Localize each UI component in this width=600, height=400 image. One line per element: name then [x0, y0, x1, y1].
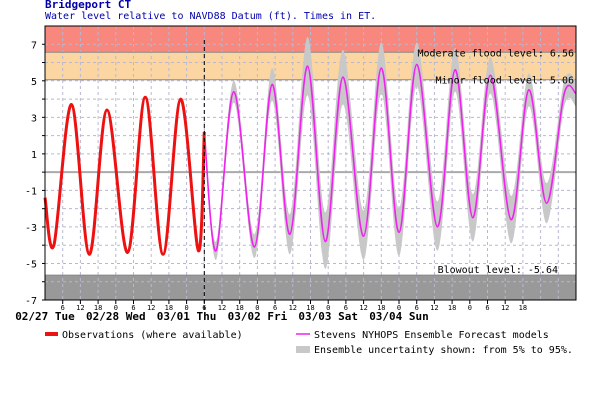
x-hour-label: 18 — [235, 304, 243, 312]
x-hour-label: 0 — [397, 304, 401, 312]
x-hour-label: 12 — [218, 304, 226, 312]
x-hour-label: 12 — [76, 304, 84, 312]
day-label: 03/04 Sun — [369, 310, 429, 323]
day-label: 03/02 Fri — [228, 310, 288, 323]
y-tick-label: 7 — [31, 40, 37, 51]
x-hour-label: 6 — [344, 304, 348, 312]
moderate-flood-label: Moderate flood level: 6.56 — [417, 48, 574, 59]
day-label: 02/27 Tue — [15, 310, 75, 323]
x-hour-label: 18 — [306, 304, 314, 312]
x-hour-label: 12 — [289, 304, 297, 312]
x-hour-label: 0 — [114, 304, 118, 312]
x-hour-label: 18 — [519, 304, 527, 312]
x-hour-label: 6 — [485, 304, 489, 312]
x-hour-label: 0 — [255, 304, 259, 312]
observations-line — [43, 95, 206, 256]
x-hour-label: 6 — [131, 304, 135, 312]
x-hour-label: 18 — [94, 304, 102, 312]
y-tick-label: -7 — [25, 296, 37, 307]
blowout-label: Blowout level: -5.64 — [438, 265, 558, 276]
x-hour-label: 18 — [165, 304, 173, 312]
y-tick-label: -5 — [25, 259, 37, 270]
x-hour-label: 0 — [468, 304, 472, 312]
minor-flood-label: Minor flood level: 5.06 — [436, 76, 574, 87]
x-hour-label: 18 — [448, 304, 456, 312]
x-hour-label: 6 — [273, 304, 277, 312]
legend-observations-label: Observations (where available) — [62, 330, 243, 341]
x-hour-label: 6 — [415, 304, 419, 312]
x-hour-label: 12 — [430, 304, 438, 312]
day-label: 03/03 Sat — [298, 310, 358, 323]
legend-uncertainty-label: Ensemble uncertainty shown: from 5% to 9… — [314, 345, 573, 356]
y-tick-label: 1 — [31, 150, 37, 161]
y-tick-label: 5 — [31, 77, 37, 88]
x-hour-label: 0 — [184, 304, 188, 312]
chart-title: Bridgeport CT — [45, 0, 131, 11]
forecast-line — [203, 63, 577, 252]
x-hour-label: 6 — [202, 304, 206, 312]
x-hour-label: 12 — [501, 304, 509, 312]
day-label: 02/28 Wed — [86, 310, 146, 323]
chart-subtitle: Water level relative to NAVD88 Datum (ft… — [45, 11, 376, 22]
x-hour-label: 6 — [61, 304, 65, 312]
x-hour-label: 18 — [377, 304, 385, 312]
x-hour-label: 0 — [326, 304, 330, 312]
x-hour-label: 12 — [147, 304, 155, 312]
y-tick-label: -3 — [25, 223, 37, 234]
legend-uncertainty-swatch — [296, 346, 310, 353]
day-label: 03/01 Thu — [157, 310, 217, 323]
legend-forecast-label: Stevens NYHOPS Ensemble Forecast models — [314, 330, 549, 341]
x-hour-label: 12 — [359, 304, 367, 312]
y-tick-label: 3 — [31, 113, 37, 124]
y-tick-label: -1 — [25, 186, 37, 197]
